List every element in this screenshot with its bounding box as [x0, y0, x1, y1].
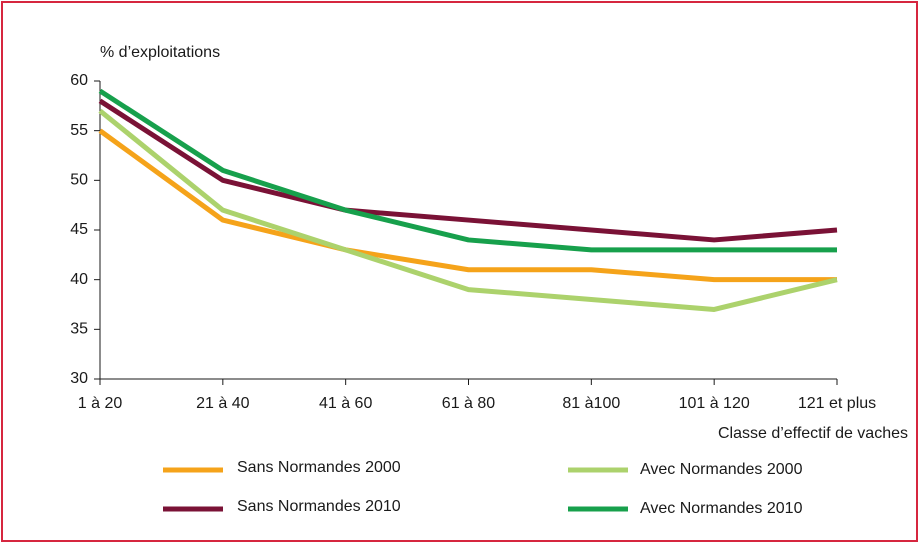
- legend-label: Avec Normandes 2010: [640, 500, 803, 517]
- legend-label: Avec Normandes 2000: [640, 461, 803, 478]
- y-tick-label: 50: [70, 172, 88, 189]
- x-tick-label: 41 à 60: [319, 395, 372, 412]
- series-line: [98, 128, 837, 283]
- y-tick-label: 30: [70, 370, 88, 387]
- x-tick-label: 101 à 120: [679, 395, 750, 412]
- y-tick-label: 35: [70, 321, 88, 338]
- x-tick-label: 1 à 20: [78, 395, 123, 412]
- x-axis-label: Classe d’effectif de vaches: [718, 425, 908, 442]
- x-tick-label: 21 à 40: [196, 395, 249, 412]
- y-axis-label: % d’exploitations: [100, 44, 220, 61]
- y-tick-label: 40: [70, 271, 88, 288]
- y-tick-label: 45: [70, 221, 88, 238]
- series-line: [98, 98, 838, 243]
- legend-label: Sans Normandes 2010: [237, 498, 401, 515]
- x-tick-label: 61 à 80: [442, 395, 495, 412]
- x-tick-label: 121 et plus: [798, 395, 876, 412]
- series-line: [98, 88, 837, 253]
- y-tick-label: 60: [70, 72, 88, 89]
- series-line: [98, 108, 838, 312]
- legend-label: Sans Normandes 2000: [237, 459, 401, 476]
- x-tick-label: 81 à100: [562, 395, 620, 412]
- y-tick-label: 55: [70, 122, 88, 139]
